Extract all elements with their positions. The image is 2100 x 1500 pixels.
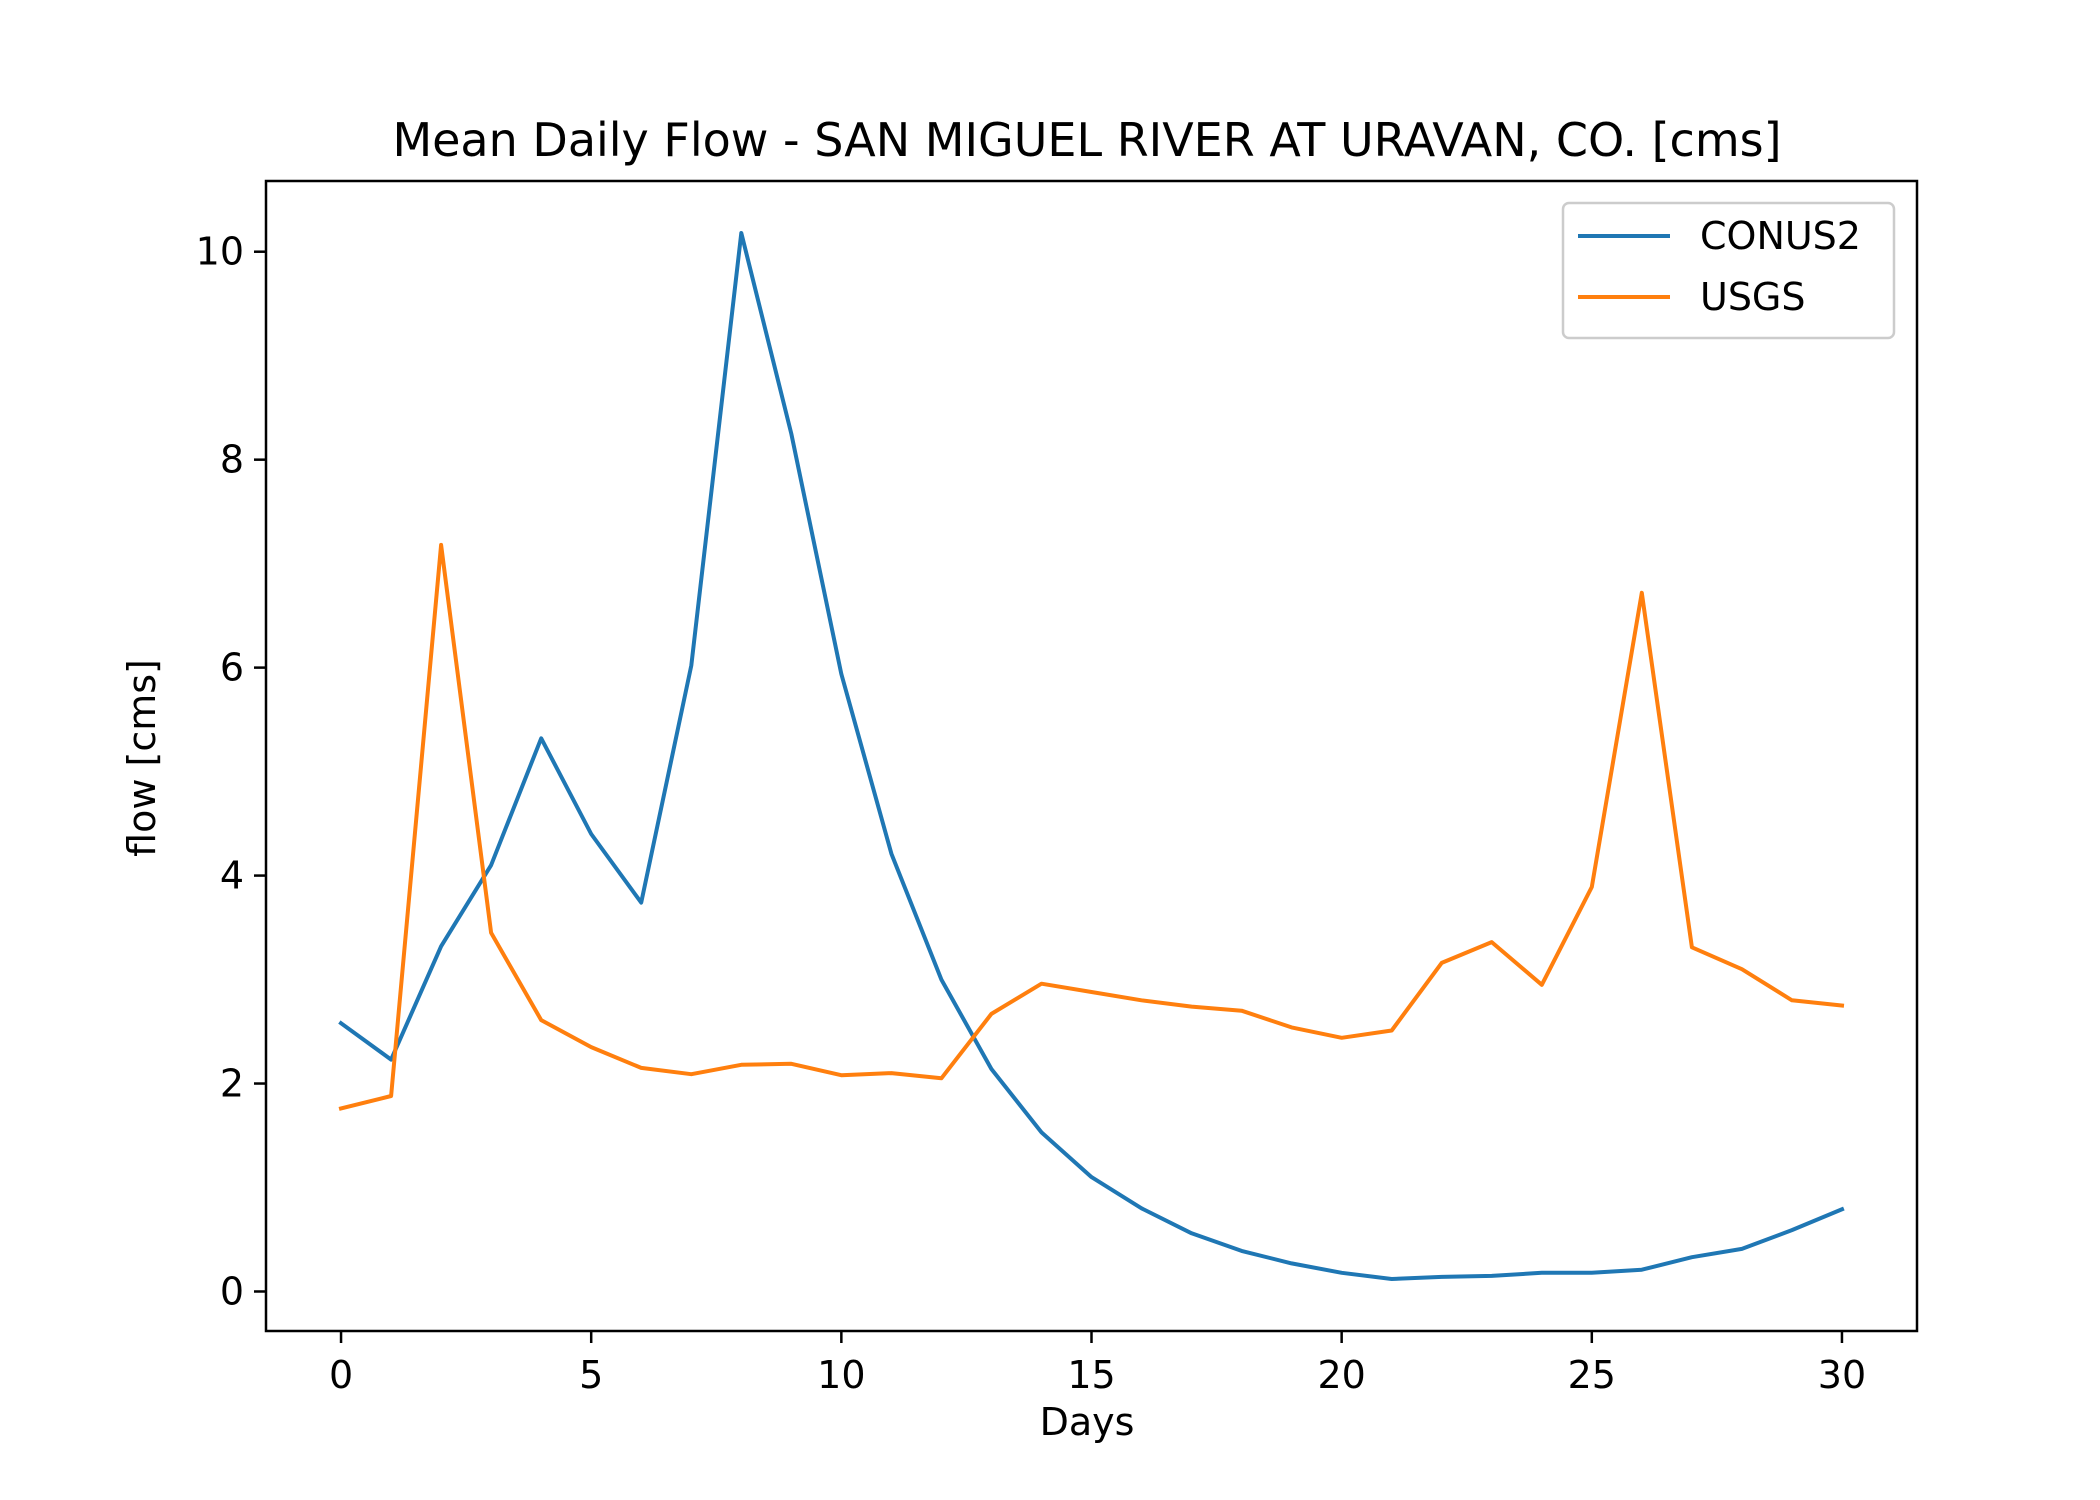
x-tick-label: 30 — [1818, 1353, 1866, 1397]
x-tick-label: 5 — [579, 1353, 603, 1397]
x-tick-label: 15 — [1067, 1353, 1115, 1397]
x-tick-label: 25 — [1568, 1353, 1616, 1397]
legend: CONUS2 USGS — [1561, 201, 1896, 340]
chart-title: Mean Daily Flow - SAN MIGUEL RIVER AT UR… — [392, 113, 1781, 167]
series-line-conus2 — [338, 231, 1845, 1281]
y-axis: 0 2 4 6 8 10 — [196, 230, 266, 1313]
x-axis: 0 5 10 15 20 25 30 — [329, 1331, 1866, 1397]
plot-frame — [264, 179, 1919, 1333]
y-tick-label: 0 — [220, 1269, 244, 1313]
x-axis-label: Days — [1040, 1400, 1135, 1444]
x-tick-label: 0 — [329, 1353, 353, 1397]
y-tick-label: 10 — [196, 230, 244, 274]
x-tick-label: 20 — [1317, 1353, 1365, 1397]
y-tick-label: 6 — [220, 646, 244, 690]
x-tick-label: 10 — [817, 1353, 865, 1397]
y-tick-label: 2 — [220, 1062, 244, 1106]
y-tick-label: 4 — [220, 854, 244, 898]
series-line-usgs — [338, 542, 1845, 1111]
y-tick-label: 8 — [220, 438, 244, 482]
legend-label: USGS — [1700, 275, 1806, 319]
legend-label: CONUS2 — [1700, 214, 1861, 258]
series-lines — [338, 231, 1845, 1281]
y-axis-label: flow [cms] — [120, 659, 164, 857]
